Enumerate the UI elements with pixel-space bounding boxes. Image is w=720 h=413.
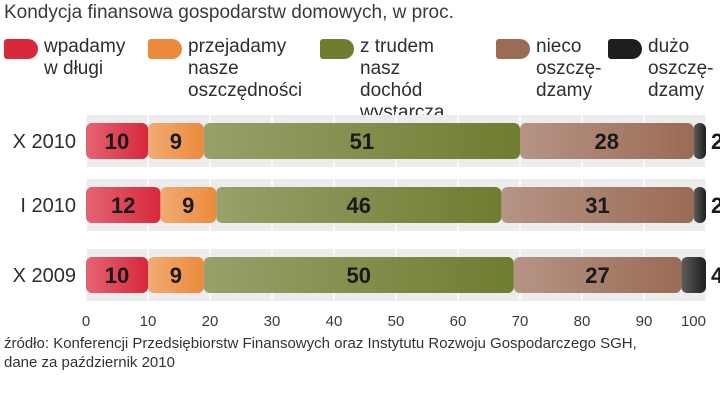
x-tick-label: 80 — [574, 313, 591, 330]
x-tick-label: 30 — [264, 313, 281, 330]
data-label: 28 — [595, 129, 619, 154]
data-label: 31 — [585, 193, 609, 218]
bar-segment — [86, 123, 148, 159]
x-tick-label: 0 — [82, 313, 90, 330]
category-label: X 2010 — [13, 131, 76, 153]
bar-segment — [520, 123, 694, 159]
legend-swatch — [148, 39, 182, 59]
x-tick-label: 20 — [202, 313, 219, 330]
x-tick-label: 90 — [636, 313, 653, 330]
legend-label: dużo oszczę- dzamy — [648, 36, 714, 101]
x-tick-label: 40 — [326, 313, 343, 330]
x-tick-label: 70 — [512, 313, 529, 330]
chart-title: Kondycja finansowa gospodarstw domowych,… — [4, 2, 454, 23]
bar-segment — [693, 187, 706, 223]
x-tick-label: 10 — [140, 313, 157, 330]
source-note: źródło: Konferencji Przedsiębiorstw Fina… — [4, 334, 716, 372]
bar-segment — [203, 257, 514, 293]
legend-swatch — [320, 39, 354, 59]
legend-swatch — [608, 39, 642, 59]
data-label: 46 — [347, 193, 371, 218]
bar-segment — [681, 257, 706, 293]
x-tick-label: 60 — [450, 313, 467, 330]
bar-segment — [86, 187, 161, 223]
x-tick-label: 50 — [388, 313, 405, 330]
source-line: źródło: Konferencji Przedsiębiorstw Fina… — [4, 335, 637, 352]
legend-label: nieco oszczę- dzamy — [536, 36, 602, 101]
data-label: 12 — [111, 193, 135, 218]
data-label: 2 — [711, 193, 720, 218]
data-label: 10 — [105, 263, 129, 288]
data-label: 9 — [182, 193, 194, 218]
data-label: 2 — [711, 129, 720, 154]
data-label: 50 — [347, 263, 371, 288]
data-label: 4 — [711, 263, 720, 288]
data-label: 27 — [585, 263, 609, 288]
bar-segment — [160, 187, 217, 223]
category-label: I 2010 — [20, 195, 76, 217]
data-label: 9 — [170, 129, 182, 154]
bar-segment — [693, 123, 706, 159]
data-label: 10 — [105, 129, 129, 154]
legend-label: wpadamy w długi — [44, 36, 126, 79]
bar-segment — [203, 123, 521, 159]
source-line: dane za październik 2010 — [4, 354, 175, 371]
legend-swatch — [496, 39, 530, 59]
x-tick-label: 100 — [681, 313, 706, 330]
legend-swatch — [4, 39, 38, 59]
bar-segment — [513, 257, 682, 293]
data-label: 9 — [170, 263, 182, 288]
category-label: X 2009 — [13, 265, 76, 287]
bar-segment — [501, 187, 694, 223]
data-label: 51 — [350, 129, 374, 154]
bar-segment — [86, 257, 148, 293]
bar-segment — [148, 257, 204, 293]
bar-segment — [148, 123, 204, 159]
legend-label: przejadamy nasze oszczędności — [188, 36, 303, 101]
bar-segment — [216, 187, 502, 223]
